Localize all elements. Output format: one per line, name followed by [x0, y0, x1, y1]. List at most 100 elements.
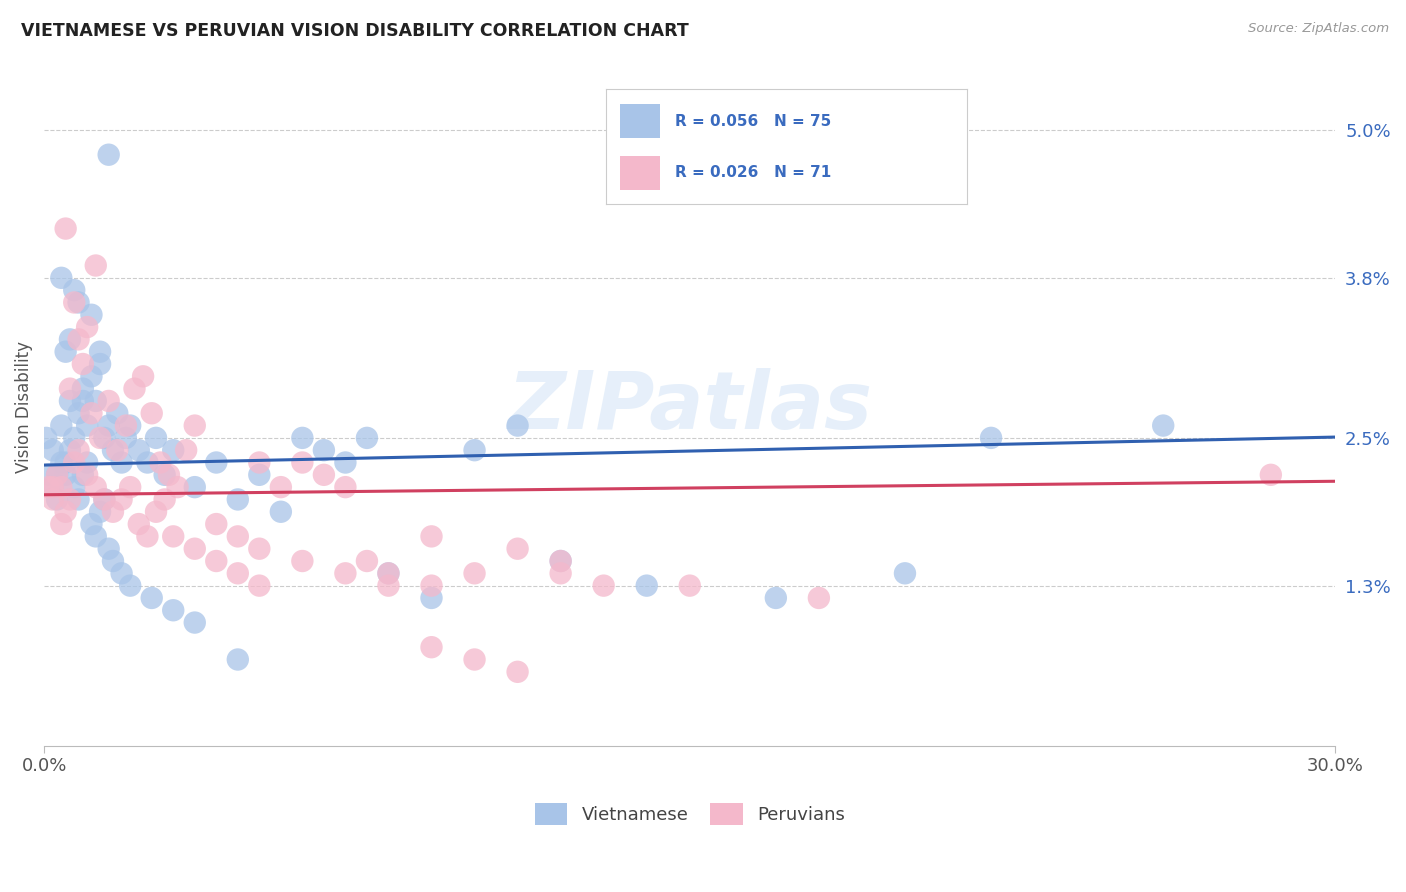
Point — [51, 418, 73, 433]
Point — [141, 406, 163, 420]
Point — [72, 393, 94, 408]
Point — [120, 480, 142, 494]
Point — [174, 443, 197, 458]
Point — [84, 529, 107, 543]
Point — [226, 529, 249, 543]
Point — [97, 393, 120, 408]
Point — [247, 456, 270, 470]
Point — [80, 369, 103, 384]
Point — [89, 505, 111, 519]
Point — [41, 480, 63, 494]
Legend: Vietnamese, Peruvians: Vietnamese, Peruvians — [527, 796, 852, 832]
Point — [166, 480, 188, 494]
Point — [120, 418, 142, 433]
Point — [93, 431, 115, 445]
Point — [420, 640, 443, 655]
Point — [807, 591, 830, 605]
Point — [356, 554, 378, 568]
Point — [124, 382, 146, 396]
Point — [35, 431, 58, 445]
Point — [59, 443, 82, 458]
Point — [63, 480, 86, 494]
Point — [101, 505, 124, 519]
Point — [67, 492, 90, 507]
Point — [101, 554, 124, 568]
Point — [55, 456, 77, 470]
Point — [162, 443, 184, 458]
Point — [67, 406, 90, 420]
Point — [128, 517, 150, 532]
Point — [464, 566, 486, 581]
Point — [67, 443, 90, 458]
Point — [464, 443, 486, 458]
Point — [110, 456, 132, 470]
Point — [226, 566, 249, 581]
Point — [132, 369, 155, 384]
Point — [377, 579, 399, 593]
Point — [110, 566, 132, 581]
Point — [84, 393, 107, 408]
Point — [420, 529, 443, 543]
Point — [55, 344, 77, 359]
Point — [184, 541, 207, 556]
Point — [153, 467, 176, 482]
Point — [63, 295, 86, 310]
Point — [128, 443, 150, 458]
Point — [145, 431, 167, 445]
Point — [335, 566, 357, 581]
Point — [41, 492, 63, 507]
Point — [101, 443, 124, 458]
Point — [46, 467, 69, 482]
Point — [63, 456, 86, 470]
Point — [51, 480, 73, 494]
Y-axis label: Vision Disability: Vision Disability — [15, 341, 32, 473]
Point — [162, 529, 184, 543]
Point — [41, 443, 63, 458]
Point — [115, 418, 138, 433]
Point — [205, 456, 228, 470]
Point — [59, 393, 82, 408]
Point — [184, 480, 207, 494]
Point — [51, 456, 73, 470]
Point — [184, 615, 207, 630]
Point — [80, 308, 103, 322]
Point — [59, 382, 82, 396]
Point — [312, 443, 335, 458]
Point — [377, 566, 399, 581]
Point — [291, 554, 314, 568]
Point — [356, 431, 378, 445]
Point — [679, 579, 702, 593]
Point — [80, 517, 103, 532]
Point — [1260, 467, 1282, 482]
Point — [335, 480, 357, 494]
Point — [76, 467, 98, 482]
Point — [980, 431, 1002, 445]
Point — [63, 431, 86, 445]
Point — [120, 579, 142, 593]
Point — [550, 554, 572, 568]
Text: ZIPatlas: ZIPatlas — [508, 368, 872, 446]
Point — [377, 566, 399, 581]
Point — [51, 517, 73, 532]
Point — [93, 492, 115, 507]
Point — [270, 480, 292, 494]
Point — [84, 259, 107, 273]
Point — [37, 480, 59, 494]
Point — [291, 431, 314, 445]
Point — [46, 467, 69, 482]
Point — [105, 443, 128, 458]
Point — [1152, 418, 1174, 433]
Point — [247, 579, 270, 593]
Point — [89, 344, 111, 359]
Point — [592, 579, 614, 593]
Point — [76, 320, 98, 334]
Point — [550, 554, 572, 568]
Point — [89, 357, 111, 371]
Point — [550, 566, 572, 581]
Point — [153, 492, 176, 507]
Point — [51, 270, 73, 285]
Point — [894, 566, 917, 581]
Point — [420, 579, 443, 593]
Point — [97, 147, 120, 161]
Point — [464, 652, 486, 666]
